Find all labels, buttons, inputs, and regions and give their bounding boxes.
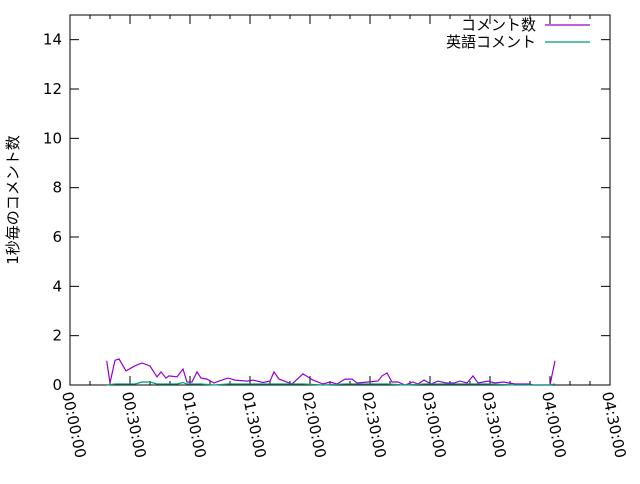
x-tick-label: 02:00:00 <box>298 390 330 460</box>
y-tick-label: 14 <box>43 31 62 49</box>
x-tick-label: 03:00:00 <box>418 390 450 460</box>
legend-label: 英語コメント <box>446 33 536 51</box>
x-tick-label: 04:30:00 <box>598 390 630 460</box>
y-tick-label: 6 <box>52 228 62 246</box>
plot-border <box>69 14 611 386</box>
y-tick-label: 8 <box>52 179 62 197</box>
x-tick-label: 01:30:00 <box>238 390 270 460</box>
y-axis-label: 1秒毎のコメント数 <box>4 135 22 265</box>
y-tick-label: 0 <box>52 376 62 394</box>
x-tick-label: 04:00:00 <box>538 390 570 460</box>
x-tick-label: 03:30:00 <box>478 390 510 460</box>
y-tick-label: 4 <box>52 277 62 295</box>
legend-label: コメント数 <box>461 16 536 34</box>
y-tick-label: 2 <box>52 327 62 345</box>
x-tick-label: 02:30:00 <box>358 390 390 460</box>
x-tick-label: 00:00:00 <box>58 390 90 460</box>
series-line-1 <box>106 358 556 386</box>
y-tick-label: 10 <box>43 129 62 147</box>
x-tick-label: 01:00:00 <box>178 390 210 460</box>
y-tick-label: 12 <box>43 80 62 98</box>
x-tick-label: 00:30:00 <box>118 390 150 460</box>
series-line-2 <box>106 381 556 386</box>
plot-area <box>106 358 556 386</box>
axes: 0 2 4 6 8 10 12 14 00:00:00 00:30:00 01:00:00 01:30… <box>43 14 630 460</box>
